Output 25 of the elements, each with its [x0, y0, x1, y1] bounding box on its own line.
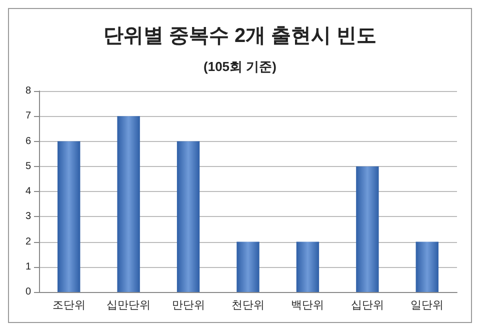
y-tick-label: 6: [25, 136, 32, 147]
y-tick-label: 1: [25, 261, 32, 272]
bar: [296, 242, 320, 292]
x-tick-label: 만단위: [172, 300, 205, 312]
bar: [176, 141, 200, 292]
x-tick-label: 백단위: [291, 300, 324, 312]
x-tick-label: 일단위: [410, 300, 444, 312]
x-tick-label: 조단위: [52, 300, 86, 312]
x-tick-label: 천단위: [232, 300, 264, 312]
chart-title: 단위별 중복수 2개 출현시 빈도: [103, 25, 377, 47]
y-tick-label: 2: [25, 236, 32, 248]
bar: [416, 242, 438, 292]
y-tick-label: 5: [25, 160, 32, 172]
bar: [117, 116, 140, 292]
bar: [236, 242, 260, 292]
y-tick-label: 8: [25, 86, 32, 96]
bar: [58, 141, 80, 292]
x-tick-label: 십만단위: [106, 300, 151, 312]
y-tick-label: 4: [25, 186, 32, 197]
chart-subtitle: (105회 기준): [204, 59, 276, 74]
bar: [356, 166, 379, 292]
x-tick-label: 십단위: [350, 300, 384, 312]
y-tick-label: 0: [25, 286, 32, 298]
y-tick-label: 7: [25, 110, 32, 122]
y-tick-label: 3: [25, 211, 32, 222]
